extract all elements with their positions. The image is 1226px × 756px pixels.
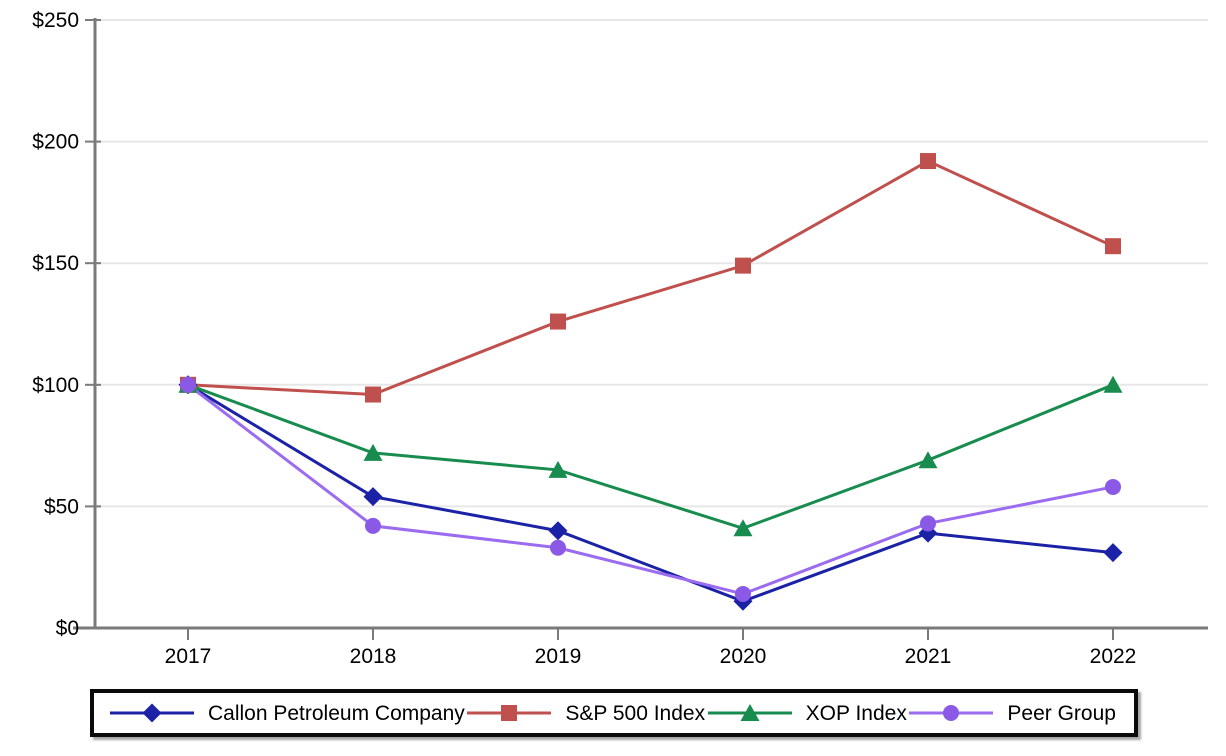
data-point-circle bbox=[550, 539, 566, 556]
chart-legend: Callon Petroleum Company S&P 500 Index XOP… bbox=[90, 689, 1138, 737]
data-point-circle bbox=[365, 517, 381, 534]
data-point-diamond bbox=[363, 487, 383, 507]
y-tick-label: $250 bbox=[32, 9, 79, 32]
data-point-circle bbox=[1105, 478, 1121, 495]
legend-label: Peer Group bbox=[1007, 701, 1116, 725]
legend-marker bbox=[142, 703, 162, 723]
y-tick-label: $150 bbox=[32, 252, 79, 275]
y-tick-label: $0 bbox=[56, 617, 79, 640]
x-tick-label: 2020 bbox=[720, 645, 767, 668]
data-point-square bbox=[735, 257, 751, 274]
x-tick-label: 2017 bbox=[165, 645, 212, 668]
circle-marker-icon bbox=[909, 705, 994, 721]
data-point-triangle bbox=[548, 460, 568, 478]
legend-marker bbox=[501, 705, 518, 721]
series-line-triangle bbox=[187, 383, 1114, 530]
data-point-diamond bbox=[548, 521, 568, 541]
data-point-diamond bbox=[1103, 543, 1123, 563]
data-point-triangle bbox=[1103, 375, 1123, 393]
legend-marker bbox=[943, 705, 960, 721]
line-chart-plot: $0 $50 $100 $150 $200 $250 2017 2018 2019 2020 202… bbox=[32, 9, 1208, 668]
legend-item-xop-index: XOP Index bbox=[706, 701, 907, 725]
square-marker-icon bbox=[467, 705, 552, 721]
series-line-diamond bbox=[187, 383, 1114, 603]
data-point-circle bbox=[735, 585, 751, 602]
data-point-square bbox=[365, 386, 381, 403]
data-point-square bbox=[550, 313, 566, 330]
y-tick-label: $200 bbox=[32, 131, 79, 154]
data-point-square bbox=[920, 153, 936, 170]
legend-marker bbox=[740, 704, 760, 721]
legend-label: XOP Index bbox=[805, 701, 907, 725]
y-tick-label: $100 bbox=[32, 374, 79, 397]
legend-label: S&P 500 Index bbox=[565, 701, 706, 725]
x-tick-label: 2021 bbox=[905, 645, 952, 668]
legend-item-s-p-500-index: S&P 500 Index bbox=[465, 701, 705, 725]
legend-item-peer-group: Peer Group bbox=[907, 701, 1116, 725]
legend-item-callon-petroleum-company: Callon Petroleum Company bbox=[108, 701, 465, 725]
data-point-triangle bbox=[363, 443, 383, 461]
data-point-triangle bbox=[918, 451, 938, 469]
data-point-square bbox=[1105, 238, 1121, 255]
series-line-circle bbox=[187, 383, 1114, 596]
data-point-triangle bbox=[733, 519, 753, 537]
series-line-square bbox=[187, 159, 1114, 397]
data-point-circle bbox=[180, 376, 196, 393]
legend-label: Callon Petroleum Company bbox=[208, 701, 465, 725]
triangle-marker-icon bbox=[707, 704, 792, 721]
y-tick-label: $50 bbox=[44, 495, 79, 518]
x-tick-label: 2022 bbox=[1090, 645, 1137, 668]
data-point-circle bbox=[920, 515, 936, 532]
x-tick-label: 2019 bbox=[535, 645, 582, 668]
x-tick-label: 2018 bbox=[350, 645, 397, 668]
diamond-marker-icon bbox=[110, 703, 194, 723]
